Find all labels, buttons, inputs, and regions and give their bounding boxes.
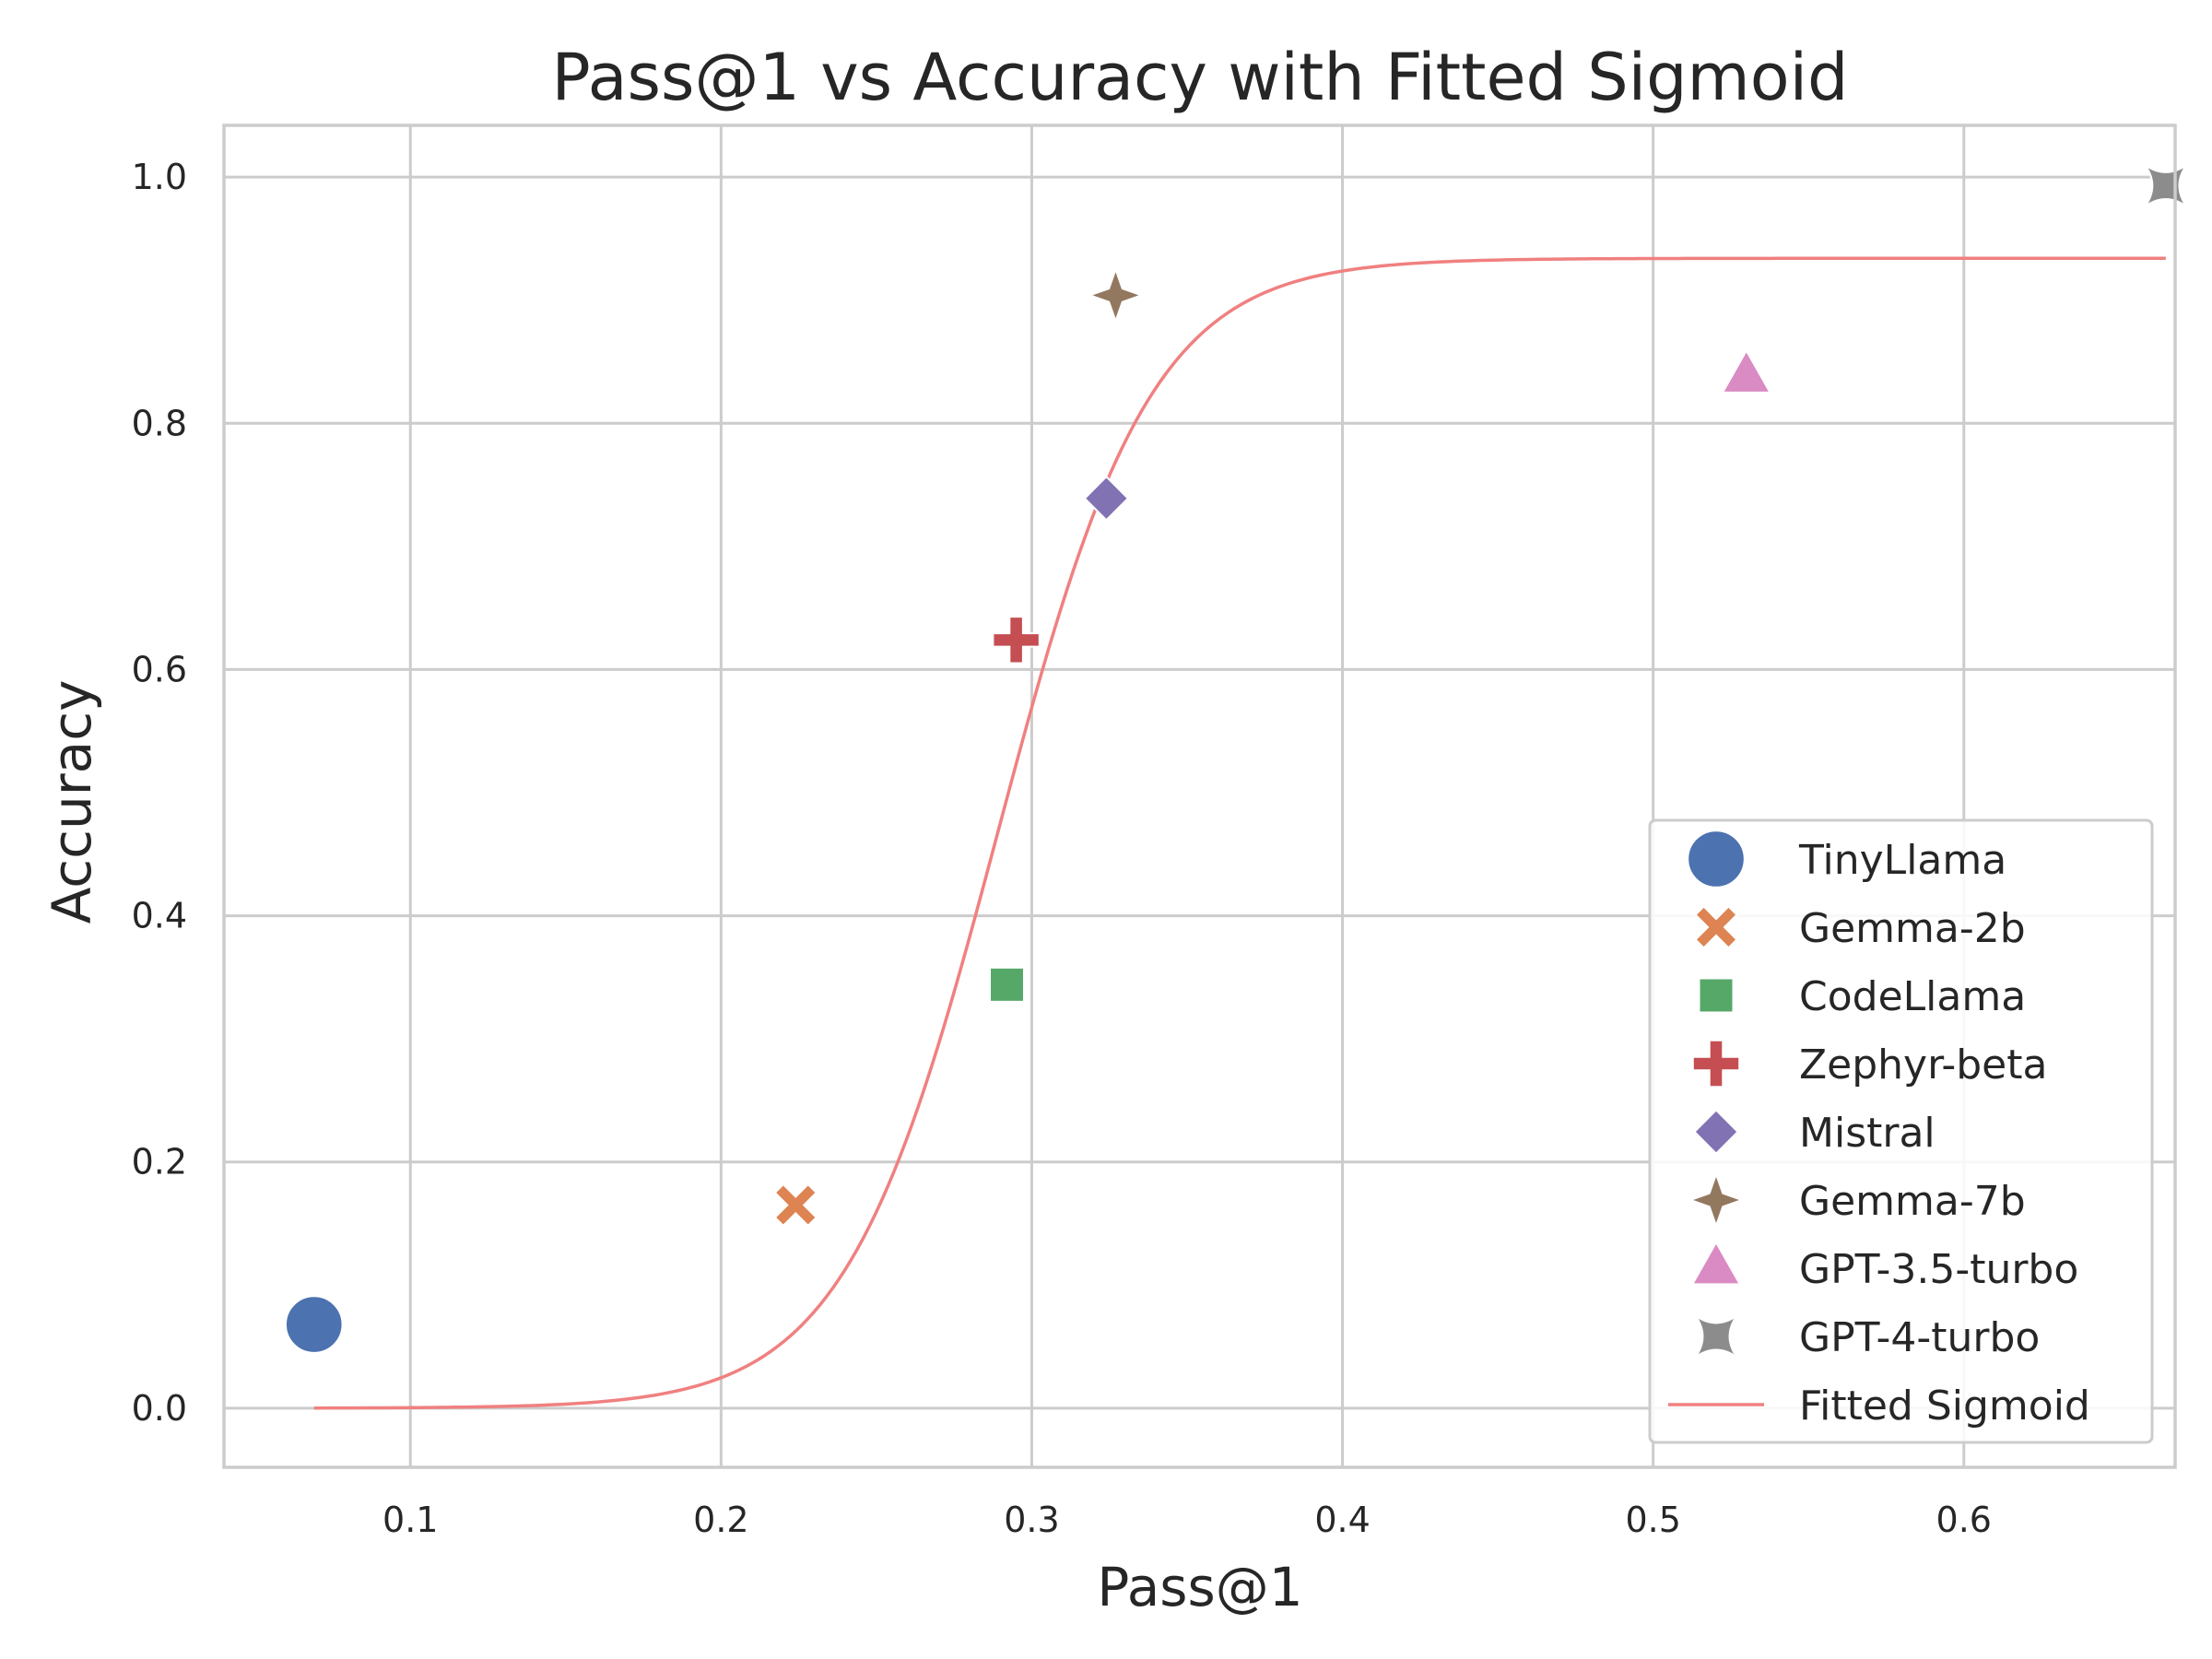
legend-label-tinyllama: TinyLlama (1798, 837, 2006, 884)
legend-marker-tinyllama (1687, 830, 1746, 888)
y-tick-label: 1.0 (132, 157, 187, 197)
legend-label-gemma-7b: Gemma-7b (1799, 1178, 2026, 1225)
x-tick-label: 0.1 (382, 1500, 438, 1540)
data-point-tinyllama (284, 1295, 344, 1354)
legend-box (1648, 818, 2154, 1444)
legend-label-fitted-sigmoid: Fitted Sigmoid (1799, 1382, 2090, 1430)
legend-marker-codellama (1698, 977, 1735, 1014)
plot-frame (222, 124, 2177, 1469)
legend-marker-gpt-3-5-turbo (1690, 1240, 1742, 1286)
legend-label-gemma-2b: Gemma-2b (1799, 905, 2026, 952)
x-tick-labels: 0.1 0.2 0.3 0.4 0.5 0.6 (382, 1500, 1992, 1540)
legend-marker-gemma-2b (1694, 905, 1738, 949)
data-point-gpt-3-5-turbo (1721, 348, 1772, 394)
fit-layer (313, 256, 2166, 1410)
legend-label-mistral: Mistral (1799, 1110, 1936, 1157)
y-tick-label: 0.2 (132, 1142, 187, 1182)
data-point-codellama (989, 966, 1025, 1003)
points-layer (284, 164, 2188, 1354)
data-point-zephyr-beta (992, 616, 1041, 665)
data-point-mistral (1083, 475, 1130, 522)
legend-label-zephyr-beta: Zephyr-beta (1799, 1041, 2047, 1088)
grid (224, 125, 2175, 1467)
x-tick-label: 0.5 (1625, 1500, 1680, 1540)
y-tick-label: 0.4 (132, 896, 187, 936)
y-tick-labels: 0.0 0.2 0.4 0.6 0.8 1.0 (132, 157, 187, 1429)
data-point-gemma-2b (773, 1182, 818, 1228)
x-axis-label: Pass@1 (1097, 1556, 1302, 1618)
x-tick-label: 0.3 (1004, 1500, 1059, 1540)
legend-label-gpt-3-5-turbo: GPT-3.5-turbo (1799, 1246, 2078, 1293)
data-point-gemma-7b (1087, 266, 1145, 324)
legend-label-gpt-4-turbo: GPT-4-turbo (1799, 1314, 2040, 1361)
x-tick-label: 0.4 (1314, 1500, 1370, 1540)
y-tick-label: 0.8 (132, 403, 187, 443)
legend: TinyLlama Gemma-2b CodeLlama Zephyr-beta Mis… (1648, 818, 2154, 1444)
legend-marker-gpt-4-turbo (1694, 1314, 1738, 1359)
y-axis-label: Accuracy (41, 680, 103, 924)
legend-label-codellama: CodeLlama (1799, 973, 2026, 1020)
chart-title: Pass@1 vs Accuracy with Fitted Sigmoid (552, 40, 1849, 115)
data-point-gpt-4-turbo (2144, 164, 2188, 207)
legend-marker-mistral (1693, 1109, 1739, 1155)
y-tick-label: 0.6 (132, 649, 187, 689)
fitted-sigmoid-line (313, 256, 2166, 1410)
y-tick-label: 0.0 (132, 1388, 187, 1429)
legend-marker-zephyr-beta (1691, 1039, 1741, 1088)
x-tick-label: 0.2 (693, 1500, 748, 1540)
x-tick-label: 0.6 (1936, 1500, 1992, 1540)
legend-marker-gemma-7b (1687, 1171, 1746, 1230)
